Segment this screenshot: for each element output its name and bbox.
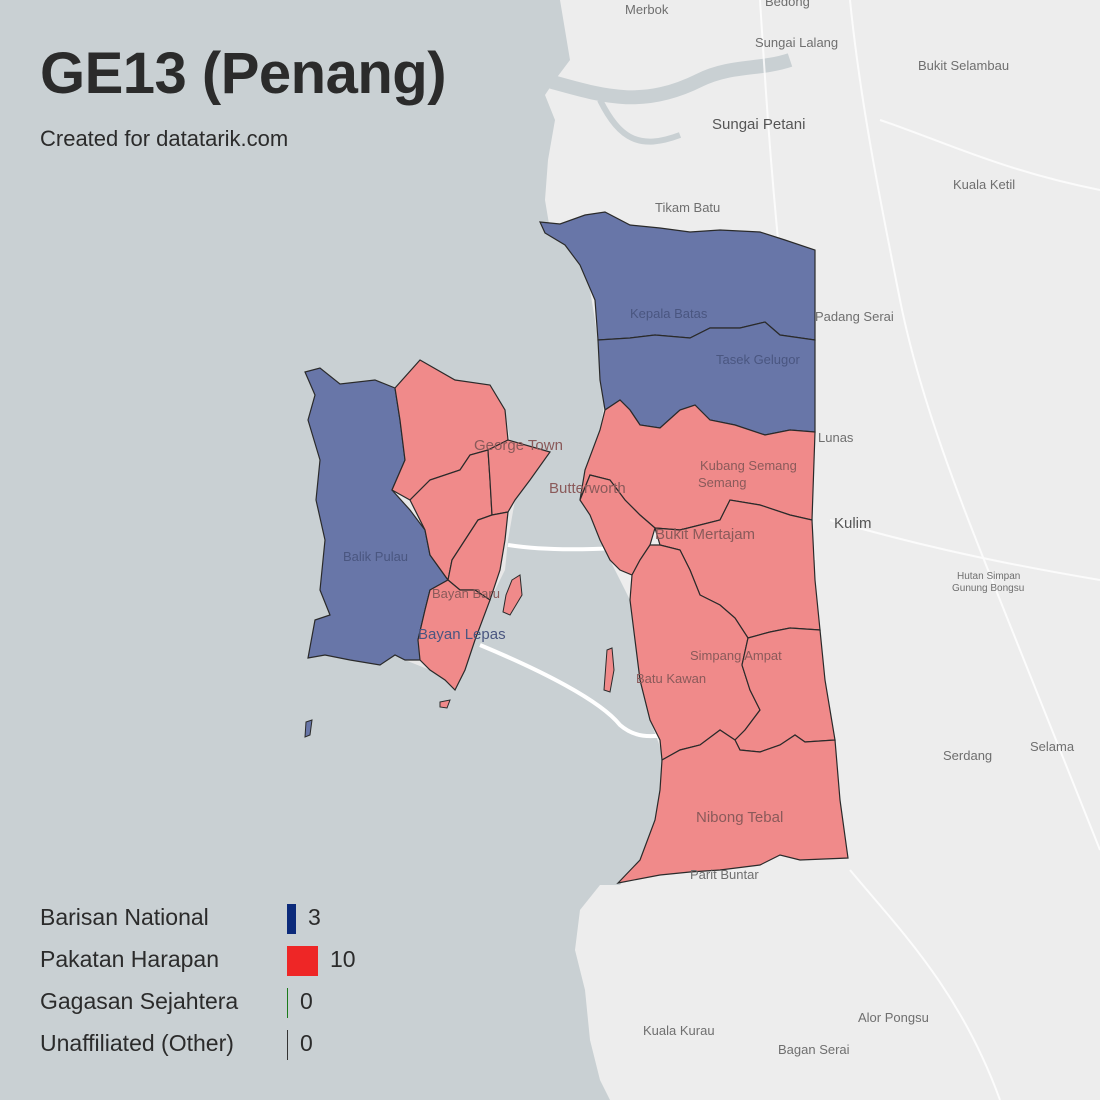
seat-nibong-tebal[interactable]: [616, 729, 849, 884]
label-lunas: Lunas: [818, 430, 854, 445]
legend-label: Unaffiliated (Other): [40, 1030, 234, 1056]
label-hutan-simpan: Hutan Simpan: [957, 571, 1020, 582]
label-simpang-ampat: Simpang Ampat: [690, 648, 782, 663]
label-sungai-lalang: Sungai Lalang: [755, 35, 838, 50]
seat-tanjong[interactable]: [487, 439, 551, 516]
map-subtitle: Created for datatarik.com: [40, 126, 289, 151]
pakatan-seats[interactable]: [391, 359, 849, 884]
seat-simpang-ampat[interactable]: [734, 627, 836, 753]
legend-swatch: [287, 988, 288, 1018]
river-merbok: [543, 53, 793, 105]
islet-rimau: [439, 699, 451, 709]
map-title: GE13 (Penang): [40, 41, 447, 106]
legend-label: Gagasan Sejahtera: [40, 988, 239, 1014]
label-kepala-batas: Kepala Batas: [630, 306, 708, 321]
label-bayan-lepas: Bayan Lepas: [418, 626, 506, 643]
label-balik-pulau: Balik Pulau: [343, 549, 408, 564]
label-parit-buntar: Parit Buntar: [690, 867, 759, 882]
legend-swatch: [287, 904, 296, 934]
legend-count: 3: [308, 904, 321, 930]
label-serdang: Serdang: [943, 748, 992, 763]
label-butterworth: Butterworth: [549, 480, 626, 497]
river-thin: [597, 98, 682, 145]
islet-aman: [603, 647, 615, 693]
legend-label: Barisan National: [40, 904, 209, 930]
seat-bayan-baru[interactable]: [417, 579, 491, 692]
label-bagan-serai: Bagan Serai: [778, 1042, 850, 1057]
label-tikam-batu: Tikam Batu: [655, 200, 720, 215]
label-george-town: George Town: [474, 437, 563, 454]
label-gunung-bongsu: Gunung Bongsu: [952, 583, 1024, 594]
islet-jerejak: [502, 574, 523, 616]
legend-count: 0: [300, 1030, 313, 1056]
label-merbok: Merbok: [625, 2, 669, 17]
label-sungai-petani: Sungai Petani: [712, 116, 805, 133]
label-tasek-gelugor: Tasek Gelugor: [716, 352, 800, 367]
label-kulim: Kulim: [834, 515, 872, 532]
label-selama: Selama: [1030, 739, 1075, 754]
roads: [759, 0, 1100, 1100]
label-bayan-baru: Bayan Baru: [432, 586, 500, 601]
legend-count: 0: [300, 988, 313, 1014]
label-bukit-selambau: Bukit Selambau: [918, 58, 1009, 73]
label-kuala-kurau: Kuala Kurau: [643, 1023, 715, 1038]
barisan-seats[interactable]: [304, 211, 816, 738]
label-alor-pongsu: Alor Pongsu: [858, 1010, 929, 1025]
label-bedong: Bedong: [765, 0, 810, 9]
label-padang-serai: Padang Serai: [815, 309, 894, 324]
label-nibong-tebal: Nibong Tebal: [696, 809, 783, 826]
legend-label: Pakatan Harapan: [40, 946, 220, 972]
label-kubang-semang-2: Semang: [698, 475, 746, 490]
label-batu-kawan: Batu Kawan: [636, 671, 706, 686]
legend-swatch: [287, 1030, 288, 1060]
label-kuala-ketil: Kuala Ketil: [953, 177, 1015, 192]
legend-swatch: [287, 946, 318, 976]
place-labels: Merbok Bedong Sungai Lalang Bukit Selamb…: [343, 0, 1075, 1057]
legend-count: 10: [330, 946, 356, 972]
second-bridge: [479, 643, 669, 739]
label-bukit-mertajam: Bukit Mertajam: [655, 526, 755, 543]
islet-south: [304, 719, 313, 738]
label-kubang-semang: Kubang Semang: [700, 458, 797, 473]
